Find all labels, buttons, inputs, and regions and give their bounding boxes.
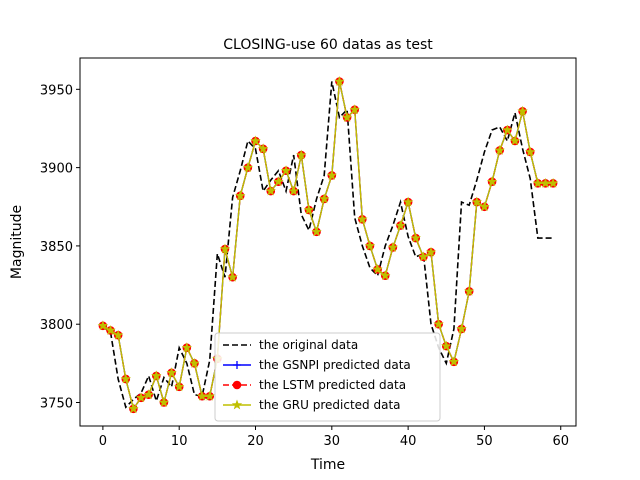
data-point [479, 201, 490, 212]
data-point [166, 367, 177, 378]
data-point [189, 357, 200, 368]
data-point [296, 149, 307, 160]
data-point [525, 146, 536, 157]
data-point [418, 251, 429, 262]
data-point [219, 243, 231, 254]
data-point [517, 105, 528, 116]
data-point [395, 220, 406, 230]
y-tick-label: 3950 [40, 83, 73, 98]
legend-entry: the original data [223, 338, 358, 352]
data-point [303, 204, 315, 215]
data-point [372, 263, 383, 274]
data-point [181, 342, 193, 353]
data-point [250, 135, 261, 146]
legend-box [214, 332, 441, 422]
data-point [364, 240, 376, 251]
x-axis-label: Time [310, 457, 345, 473]
data-point [135, 392, 147, 403]
data-point [494, 144, 505, 155]
x-tick-label: 50 [476, 434, 493, 449]
data-point [341, 112, 353, 122]
legend-entry: the LSTM predicted data [223, 378, 406, 392]
data-point [318, 193, 330, 204]
data-point [174, 381, 185, 392]
data-point [502, 124, 513, 135]
legend: the original data the GSNPI predicted dat… [214, 332, 441, 422]
data-point [143, 389, 154, 400]
data-point [273, 176, 284, 187]
data-point [433, 318, 444, 329]
data-point [151, 370, 162, 381]
legend-marker [233, 361, 241, 369]
legend-marker [231, 399, 243, 410]
data-point [448, 356, 460, 367]
data-point [128, 403, 139, 414]
x-tick-label: 20 [247, 434, 264, 449]
data-point [402, 196, 414, 207]
data-point [357, 213, 368, 224]
data-point [387, 242, 399, 252]
y-tick-label: 3750 [40, 397, 73, 412]
chart-title: CLOSING-use 60 datas as test [223, 37, 433, 53]
x-axis: 0 10 20 30 40 50 60 [99, 426, 569, 449]
x-tick-label: 40 [400, 434, 417, 449]
plot-area [97, 76, 559, 414]
data-point [97, 320, 109, 331]
legend-entry: the GRU predicted data [223, 398, 401, 412]
series-line [102, 81, 554, 409]
data-point [235, 190, 246, 201]
y-tick-label: 3850 [40, 240, 73, 255]
data-point [204, 390, 215, 401]
data-point [105, 325, 116, 335]
data-point [486, 176, 498, 187]
legend-label: the LSTM predicted data [259, 378, 406, 392]
data-point [471, 196, 482, 207]
data-point [456, 323, 467, 334]
x-tick-label: 30 [324, 434, 341, 449]
data-point [441, 340, 452, 351]
data-point [288, 185, 299, 196]
data-point [112, 329, 124, 340]
y-axis-label: Magnitude [9, 205, 25, 279]
legend-label: the GRU predicted data [259, 398, 401, 412]
data-point [463, 285, 475, 296]
data-point [334, 76, 345, 86]
legend-label: the original data [259, 338, 358, 352]
series-1 [102, 81, 554, 409]
data-point [257, 143, 269, 154]
data-point [425, 246, 437, 257]
data-point [227, 271, 238, 282]
x-tick-label: 0 [99, 434, 107, 449]
y-tick-label: 3900 [40, 162, 73, 177]
axes-frame [79, 57, 577, 427]
data-point [120, 373, 131, 384]
legend-entry: the GSNPI predicted data [223, 358, 411, 372]
legend-marker [232, 380, 242, 390]
data-point [410, 232, 421, 243]
x-tick-label: 60 [552, 434, 569, 449]
data-point [311, 226, 322, 237]
y-tick-label: 3800 [40, 318, 73, 333]
data-point [326, 169, 338, 180]
x-tick-label: 10 [171, 434, 188, 449]
data-point [265, 185, 276, 196]
data-point [349, 104, 360, 115]
data-point [380, 270, 391, 281]
legend-label: the GSNPI predicted data [259, 358, 411, 372]
data-point [509, 135, 521, 146]
data-point [158, 397, 170, 407]
data-point [242, 162, 254, 173]
data-point [547, 177, 559, 188]
series-4 [97, 76, 559, 414]
y-axis: 3750 3800 3850 3900 3950 [40, 83, 80, 412]
data-point [280, 165, 292, 176]
